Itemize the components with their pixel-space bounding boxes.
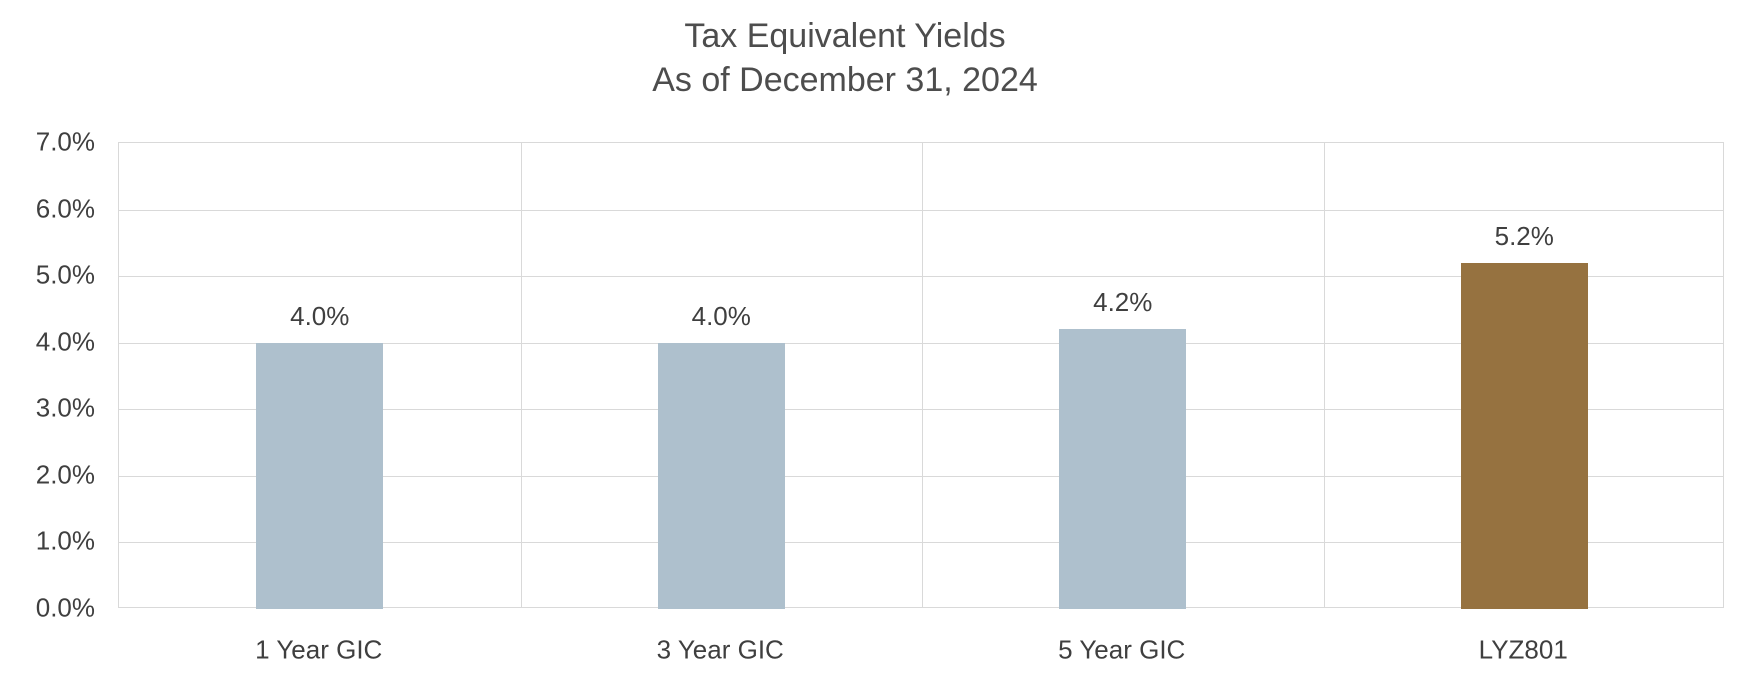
horizontal-gridline [119,542,1723,544]
y-axis-tick-label: 5.0% [35,259,95,290]
bar-3-year-gic [657,342,785,609]
horizontal-gridline [119,209,1723,211]
vertical-gridline [520,143,522,607]
plot-area: 4.0% 4.0% 4.2% 5.2% [118,142,1724,609]
x-axis-category-label: 3 Year GIC [656,634,784,665]
horizontal-gridline [119,409,1723,411]
chart-title: Tax Equivalent Yields [684,17,1006,55]
bar-value-label-lyz801: 5.2% [1494,220,1554,251]
bar-lyz801 [1460,262,1588,609]
bar-value-label-3-year-gic: 4.0% [691,300,751,331]
y-axis-tick-label: 0.0% [35,592,95,623]
x-axis-category-label: 5 Year GIC [1058,634,1186,665]
y-axis-tick-label: 2.0% [35,459,95,490]
y-axis-tick-label: 1.0% [35,525,95,556]
bar-value-label-5-year-gic: 4.2% [1093,287,1153,318]
x-axis-category-label: 1 Year GIC [255,634,383,665]
horizontal-gridline [119,276,1723,278]
y-axis-tick-label: 3.0% [35,392,95,423]
y-axis-tick-label: 6.0% [35,193,95,224]
bar-1-year-gic [256,342,384,609]
chart-title-block: Tax Equivalent Yields As of December 31,… [0,14,1690,102]
vertical-gridline [1323,143,1325,607]
y-axis-tick-label: 7.0% [35,126,95,157]
horizontal-gridline [119,342,1723,344]
bar-value-label-1-year-gic: 4.0% [290,300,350,331]
horizontal-gridline [119,475,1723,477]
chart-subtitle: As of December 31, 2024 [652,61,1038,99]
vertical-gridline [922,143,923,607]
x-axis-category-label: LYZ801 [1478,634,1568,665]
y-axis-tick-label: 4.0% [35,326,95,357]
bar-5-year-gic [1059,329,1187,609]
